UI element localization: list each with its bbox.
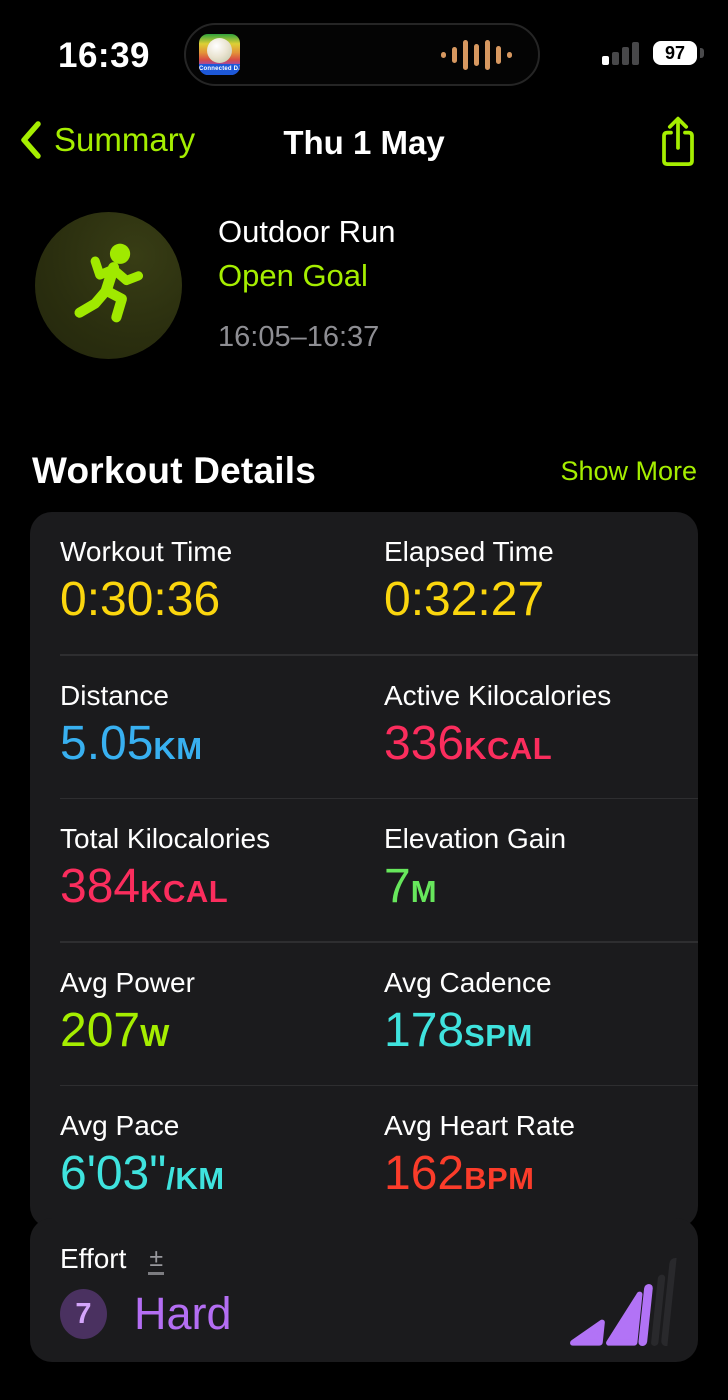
- metric-label: Total Kilocalories: [60, 823, 271, 854]
- metric-unit: KCAL: [140, 874, 229, 909]
- metric-label: Elapsed Time: [384, 536, 554, 567]
- metric-label: Avg Cadence: [384, 966, 552, 998]
- metric-value: 178SPM: [384, 1003, 533, 1057]
- dynamic-island[interactable]: Connected DJ: [184, 23, 540, 86]
- running-figure-icon: [74, 243, 144, 323]
- activity-icon-circle: [35, 212, 182, 359]
- app-icon-label: Connected DJ: [199, 64, 240, 75]
- metric-avg-pace: Avg Pace 6'03"/KM: [60, 1086, 384, 1228]
- workout-header: Outdoor Run Open Goal 16:05–16:37: [35, 212, 728, 359]
- metric-label: Distance: [60, 679, 169, 711]
- nav-bar: Summary Thu 1 May: [0, 112, 728, 172]
- back-button[interactable]: Summary: [18, 120, 195, 160]
- metric-label: Avg Heart Rate: [384, 1110, 575, 1141]
- metric-unit: BPM: [464, 1161, 535, 1196]
- effort-bars-icon: [570, 1258, 677, 1346]
- metric-unit: /KM: [166, 1161, 225, 1196]
- metric-distance: Distance 5.05KM: [60, 656, 384, 798]
- effort-card[interactable]: Effort ± 7 Hard: [30, 1218, 698, 1362]
- battery-nub: [700, 48, 704, 58]
- metric-label: Avg Pace: [60, 1110, 180, 1141]
- row-divider: [60, 941, 698, 943]
- metric-unit: M: [410, 874, 438, 909]
- metric-value: 5.05KM: [60, 716, 203, 770]
- metric-avg-power: Avg Power 207W: [60, 943, 384, 1085]
- status-time: 16:39: [58, 36, 151, 75]
- metric-unit: KCAL: [464, 730, 553, 766]
- goal-type: Open Goal: [218, 258, 368, 293]
- metric-value: 336KCAL: [384, 716, 553, 770]
- metric-avg-heart-rate: Avg Heart Rate 162BPM: [384, 1086, 698, 1228]
- metric-label: Active Kilocalories: [384, 679, 612, 711]
- share-icon: [662, 116, 694, 167]
- row-divider: [60, 1084, 698, 1086]
- metric-label: Elevation Gain: [384, 823, 567, 854]
- metric-active-kilocalories: Active Kilocalories 336KCAL: [384, 656, 698, 798]
- metric-label: Avg Power: [60, 966, 195, 998]
- metric-total-kilocalories: Total Kilocalories 384KCAL: [60, 799, 384, 941]
- back-label: Summary: [54, 121, 196, 158]
- share-button[interactable]: [657, 114, 699, 175]
- metric-value: 0:32:27: [384, 573, 545, 626]
- battery-indicator: 97: [653, 41, 697, 65]
- row-divider: [60, 654, 698, 656]
- effort-rating: Hard: [134, 1288, 232, 1340]
- metric-unit: SPM: [464, 1017, 533, 1053]
- effort-label: Effort: [60, 1243, 127, 1274]
- effort-adjust-button[interactable]: ±: [148, 1245, 165, 1276]
- show-more-button[interactable]: Show More: [560, 456, 697, 486]
- section-title: Workout Details: [32, 450, 316, 491]
- chevron-left-icon: [21, 121, 41, 159]
- metric-elapsed-time: Elapsed Time 0:32:27: [384, 512, 698, 654]
- metric-elevation-gain: Elevation Gain 7M: [384, 799, 698, 941]
- workout-details-card: Workout Time 0:30:36 Elapsed Time 0:32:2…: [30, 512, 698, 1228]
- audio-waveform-icon: [441, 39, 512, 70]
- globe-icon: [207, 38, 232, 63]
- metric-unit: KM: [153, 730, 203, 766]
- workout-time-range: 16:05–16:37: [218, 321, 380, 353]
- effort-score-badge: 7: [60, 1289, 107, 1340]
- signal-bars-icon: [602, 42, 639, 65]
- metric-value: 6'03"/KM: [60, 1147, 225, 1200]
- live-activity-app-icon: Connected DJ: [199, 34, 240, 75]
- metric-avg-cadence: Avg Cadence 178SPM: [384, 943, 698, 1085]
- metric-value: 384KCAL: [60, 860, 229, 913]
- metric-unit: W: [140, 1017, 170, 1053]
- activity-name: Outdoor Run: [218, 214, 396, 249]
- metric-value: 207W: [60, 1003, 170, 1057]
- metric-label: Workout Time: [60, 536, 233, 567]
- metric-value: 7M: [384, 860, 438, 913]
- metric-workout-time: Workout Time 0:30:36: [60, 512, 384, 654]
- row-divider: [60, 797, 698, 799]
- metric-value: 162BPM: [384, 1147, 535, 1200]
- metric-value: 0:30:36: [60, 573, 221, 626]
- page-title: Thu 1 May: [283, 124, 445, 161]
